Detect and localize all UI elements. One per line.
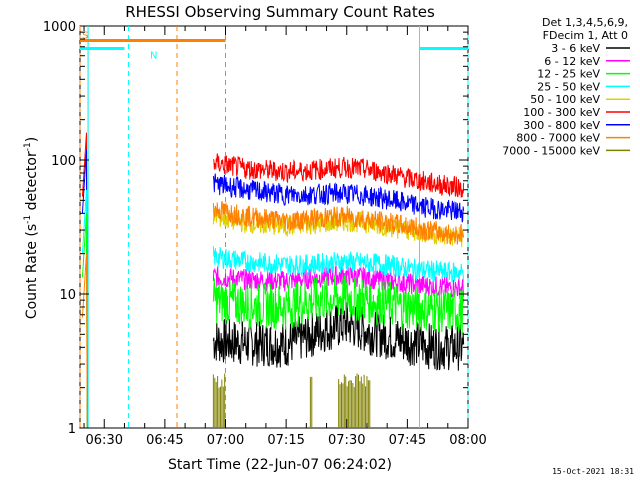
legend-header-line-1: Det 1,3,4,5,6,9, xyxy=(542,16,628,29)
legend-entry-label: 6 - 12 keV xyxy=(544,55,600,68)
series-12-25keV xyxy=(212,274,465,335)
legend-entry-label: 25 - 50 keV xyxy=(537,80,600,93)
legend-entry-label: 7000 - 15000 keV xyxy=(502,144,600,157)
data-line xyxy=(212,207,465,248)
legend-entry-label: 12 - 25 keV xyxy=(537,68,600,81)
plot-area: SN xyxy=(79,25,469,429)
y-axis-label: Count Rate (s-1 detector-1) xyxy=(23,137,40,319)
x-tick-label: 06:30 xyxy=(86,433,123,448)
data-line xyxy=(212,153,465,198)
legend-entry-label: 3 - 6 keV xyxy=(551,42,600,55)
series-6-12keV xyxy=(212,265,465,299)
x-tick-label: 07:30 xyxy=(328,433,365,448)
series-3-6keV xyxy=(212,302,465,371)
data-line xyxy=(212,246,465,283)
x-axis-label: Start Time (22-Jun-07 06:24:02) xyxy=(168,457,392,473)
y-axis-label-close: ) xyxy=(24,137,40,142)
y-tick-label: 10 xyxy=(59,288,76,303)
early-pass-spike xyxy=(81,253,88,429)
x-tick-label: 07:00 xyxy=(207,433,244,448)
legend: Det 1,3,4,5,6,9, FDecim 1, Att 0 3 - 6 k… xyxy=(502,16,630,157)
series-800-7000keV xyxy=(212,201,465,245)
legend-entry-label: 50 - 100 keV xyxy=(530,93,600,106)
data-line xyxy=(212,274,465,335)
legend-entry-label: 300 - 800 keV xyxy=(523,119,600,132)
flag-label-n: N xyxy=(150,50,157,61)
data-line xyxy=(212,302,465,371)
series-50-100keV xyxy=(212,207,465,248)
x-axis-ticks: 06:30 06:45 07:00 07:15 07:30 07:45 08:00 xyxy=(83,26,487,448)
series-300-800keV xyxy=(212,173,465,223)
x-tick-label: 07:45 xyxy=(389,433,426,448)
series-25-50keV xyxy=(212,246,465,283)
y-axis-label-sup2: -1 xyxy=(23,142,33,151)
generated-timestamp: 15-Oct-2021 18:31 xyxy=(552,467,634,476)
legend-entry-label: 800 - 7000 keV xyxy=(516,132,600,145)
data-line xyxy=(212,201,465,245)
chart-title: RHESSI Observing Summary Count Rates xyxy=(125,3,435,21)
y-tick-label: 1000 xyxy=(43,20,76,35)
y-tick-label: 100 xyxy=(51,154,76,169)
series-7000-15000keV xyxy=(212,373,371,428)
y-axis-ticks: 1 10 100 1000 xyxy=(43,20,468,437)
x-tick-label: 08:00 xyxy=(449,433,486,448)
legend-header-line-2: FDecim 1, Att 0 xyxy=(543,29,628,42)
series-100-300keV xyxy=(212,153,465,198)
x-tick-label: 06:45 xyxy=(146,433,183,448)
y-axis-label-sup1: -1 xyxy=(23,215,33,224)
x-tick-label: 07:15 xyxy=(267,433,304,448)
y-axis-label-mid: detector xyxy=(24,151,40,215)
data-line xyxy=(212,173,465,223)
y-tick-label: 1 xyxy=(68,422,76,437)
legend-entry-label: 100 - 300 keV xyxy=(523,106,600,119)
y-axis-label-main: Count Rate (s xyxy=(24,224,40,319)
flag-label-s: S xyxy=(82,30,88,41)
data-line xyxy=(212,265,465,299)
